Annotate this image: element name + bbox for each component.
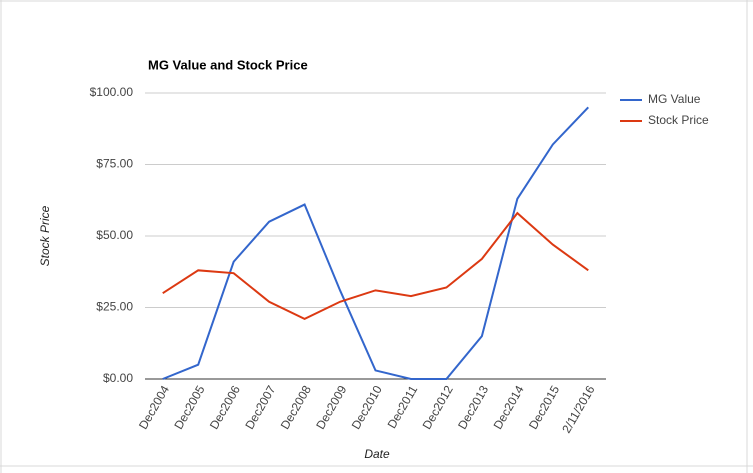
chart-title: MG Value and Stock Price: [148, 57, 308, 72]
y-tick-label: $25.00: [96, 300, 133, 314]
legend-label: Stock Price: [648, 113, 709, 127]
y-axis-title: Stock Price: [38, 205, 52, 266]
y-tick-label: $50.00: [96, 228, 133, 242]
series-line: [162, 106, 589, 380]
legend-label: MG Value: [648, 92, 701, 106]
series-line: [162, 211, 589, 321]
y-tick-label: $75.00: [96, 157, 133, 171]
y-tick-label: $0.00: [103, 371, 133, 385]
x-axis-title: Date: [364, 447, 390, 461]
y-tick-label: $100.00: [90, 85, 134, 99]
